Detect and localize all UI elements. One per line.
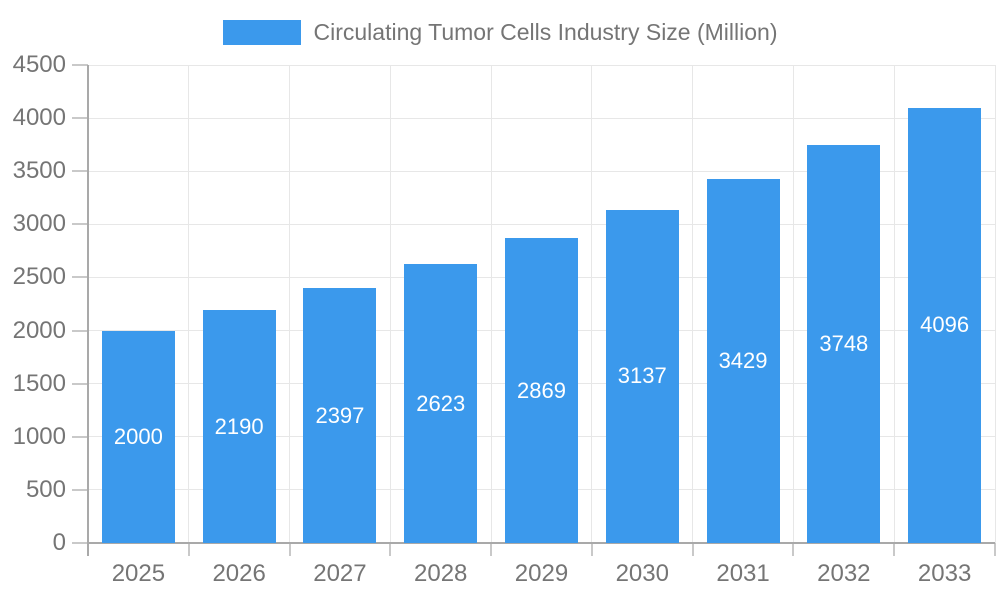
x-tick-label: 2028 (414, 560, 468, 587)
x-gridline (389, 65, 391, 543)
bar-2027[interactable]: 2397 (303, 288, 377, 543)
bar-value-label: 2869 (517, 377, 566, 403)
y-tick-mark (72, 170, 88, 173)
bar-2025[interactable]: 2000 (101, 330, 175, 543)
x-tick-mark (691, 543, 694, 556)
bar-2026[interactable]: 2190 (202, 310, 276, 543)
x-gridline (490, 65, 492, 543)
x-tick-label: 2032 (817, 560, 871, 587)
y-tick-label: 0 (52, 529, 66, 556)
y-tick-label: 500 (25, 475, 66, 503)
y-tick-label: 1000 (12, 422, 66, 450)
y-tick-label: 1500 (12, 369, 66, 397)
x-tick-mark (187, 543, 190, 556)
x-gridline (893, 65, 895, 543)
x-tick-mark (994, 543, 996, 556)
y-tick-mark (72, 542, 88, 544)
x-tick-label: 2030 (615, 560, 669, 587)
y-tick-label: 2500 (12, 263, 66, 291)
x-gridline (994, 65, 996, 543)
x-axis-line (88, 542, 995, 544)
bar-value-label: 4096 (920, 312, 970, 338)
bar-value-label: 3429 (718, 347, 768, 373)
bar-value-label: 2000 (113, 423, 163, 449)
y-tick-label: 2000 (12, 316, 66, 344)
y-tick-label: 4000 (12, 104, 66, 132)
y-gridline (88, 117, 995, 119)
y-tick-mark (72, 329, 88, 332)
bar-value-label: 2623 (416, 390, 466, 416)
bar-2033[interactable]: 4096 (908, 107, 982, 543)
x-tick-mark (490, 543, 493, 556)
bar-2030[interactable]: 3137 (605, 209, 679, 543)
x-gridline (792, 65, 794, 543)
y-tick-mark (72, 117, 88, 120)
y-tick-mark (72, 382, 88, 385)
y-axis-line (87, 65, 89, 556)
x-tick-mark (288, 543, 291, 556)
x-gridline (289, 65, 291, 543)
y-tick-label: 4500 (12, 51, 66, 78)
x-gridline (591, 65, 593, 543)
y-gridline (88, 170, 995, 172)
x-tick-label: 2027 (313, 560, 367, 587)
x-tick-label: 2026 (212, 560, 266, 587)
x-tick-label: 2033 (917, 560, 972, 587)
y-gridline (88, 223, 995, 225)
x-tick-mark (590, 543, 593, 556)
y-tick-mark (72, 223, 88, 226)
y-gridline (88, 64, 995, 66)
bar-value-label: 3748 (819, 330, 869, 356)
legend-swatch (222, 19, 301, 45)
x-tick-label: 2029 (514, 560, 569, 587)
bar-value-label: 2190 (214, 413, 264, 439)
bar-value-label: 3137 (617, 363, 667, 389)
bar-2029[interactable]: 2869 (505, 238, 578, 543)
x-tick-mark (389, 543, 392, 556)
x-tick-label: 2031 (716, 560, 770, 587)
x-tick-mark (792, 543, 795, 556)
y-tick-mark (72, 276, 88, 279)
bar-2028[interactable]: 2623 (404, 264, 478, 543)
x-tick-mark (893, 543, 896, 556)
y-tick-mark (72, 435, 88, 438)
legend-label: Circulating Tumor Cells Industry Size (M… (313, 18, 778, 45)
y-tick-mark (72, 488, 88, 491)
x-gridline (188, 65, 190, 543)
y-tick-label: 3500 (12, 157, 66, 185)
y-tick-mark (72, 64, 88, 66)
x-tick-label: 2025 (111, 560, 166, 587)
bar-value-label: 2397 (315, 402, 365, 428)
y-tick-label: 3000 (12, 210, 66, 238)
bar-2031[interactable]: 3429 (706, 178, 780, 543)
x-gridline (692, 65, 694, 543)
bar-2032[interactable]: 3748 (807, 144, 881, 543)
legend-item[interactable]: Circulating Tumor Cells Industry Size (M… (0, 14, 1000, 50)
